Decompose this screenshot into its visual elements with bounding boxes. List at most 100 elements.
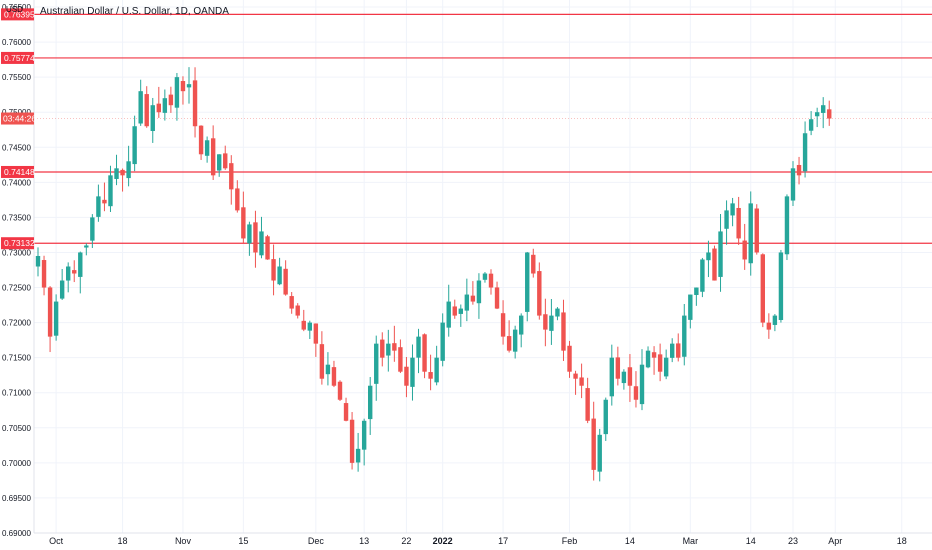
candle-body[interactable] xyxy=(555,308,560,317)
candle-body[interactable] xyxy=(458,308,463,314)
candle-body[interactable] xyxy=(827,109,832,119)
candle-body[interactable] xyxy=(651,352,657,358)
candle-body[interactable] xyxy=(343,403,349,421)
candle-body[interactable] xyxy=(325,364,331,375)
candle-body[interactable] xyxy=(47,287,53,337)
candle-body[interactable] xyxy=(519,315,524,335)
candle-body[interactable] xyxy=(784,196,790,255)
candle-body[interactable] xyxy=(694,287,699,295)
candle-body[interactable] xyxy=(217,154,222,171)
candle-body[interactable] xyxy=(277,266,282,285)
candle-body[interactable] xyxy=(404,366,409,386)
candle-body[interactable] xyxy=(633,386,639,400)
candle-body[interactable] xyxy=(730,203,735,216)
candle-body[interactable] xyxy=(506,336,512,351)
candle-body[interactable] xyxy=(645,350,651,368)
candle-body[interactable] xyxy=(724,210,729,229)
candle-body[interactable] xyxy=(392,343,397,351)
candle-body[interactable] xyxy=(174,77,180,108)
candle-body[interactable] xyxy=(144,94,149,127)
candle-body[interactable] xyxy=(380,339,385,358)
candle-body[interactable] xyxy=(440,322,445,361)
candle-body[interactable] xyxy=(198,125,204,155)
price-axis[interactable]: 0.765000.760000.755000.750000.745000.740… xyxy=(2,3,31,538)
candle-body[interactable] xyxy=(446,301,451,328)
candle-body[interactable] xyxy=(742,240,747,260)
candle-body[interactable] xyxy=(639,364,645,405)
candle-body[interactable] xyxy=(192,80,198,127)
candle-body[interactable] xyxy=(597,434,602,472)
candle-body[interactable] xyxy=(482,273,488,280)
candle-body[interactable] xyxy=(265,236,270,260)
candle-body[interactable] xyxy=(821,105,826,113)
candle-body[interactable] xyxy=(591,418,596,470)
candle-body[interactable] xyxy=(361,420,367,450)
candle-body[interactable] xyxy=(712,248,717,281)
candle-body[interactable] xyxy=(796,164,802,176)
candle-body[interactable] xyxy=(126,161,131,179)
candle-body[interactable] xyxy=(688,294,693,320)
candle-body[interactable] xyxy=(814,112,820,117)
candle-body[interactable] xyxy=(235,188,240,211)
candle-body[interactable] xyxy=(72,270,77,274)
candle-body[interactable] xyxy=(706,252,711,261)
candle-body[interactable] xyxy=(657,354,663,372)
candle-body[interactable] xyxy=(150,105,155,131)
candle-body[interactable] xyxy=(59,280,65,299)
candle-body[interactable] xyxy=(494,287,500,309)
candle-body[interactable] xyxy=(736,207,741,239)
candle-body[interactable] xyxy=(512,329,518,352)
candle-body[interactable] xyxy=(663,357,669,377)
candle-body[interactable] xyxy=(374,343,379,384)
candle-body[interactable] xyxy=(84,245,89,248)
candle-body[interactable] xyxy=(114,168,119,179)
candle-body[interactable] xyxy=(313,323,319,344)
candle-body[interactable] xyxy=(621,371,627,384)
candle-body[interactable] xyxy=(355,448,361,463)
candle-body[interactable] xyxy=(772,315,778,325)
candle-body[interactable] xyxy=(579,377,584,386)
candle-body[interactable] xyxy=(253,222,258,253)
candle-body[interactable] xyxy=(682,315,687,357)
candle-body[interactable] xyxy=(700,259,705,292)
candle-body[interactable] xyxy=(615,357,621,379)
candle-body[interactable] xyxy=(748,203,753,264)
candle-body[interactable] xyxy=(301,320,306,330)
candle-body[interactable] xyxy=(53,301,59,336)
candle-body[interactable] xyxy=(186,84,192,88)
candle-body[interactable] xyxy=(41,260,47,288)
candle-body[interactable] xyxy=(204,140,210,156)
candle-body[interactable] xyxy=(537,271,542,316)
candle-body[interactable] xyxy=(718,231,723,277)
candle-body[interactable] xyxy=(549,315,554,331)
candle-body[interactable] xyxy=(543,314,548,330)
candle-body[interactable] xyxy=(229,163,234,190)
candle-body[interactable] xyxy=(754,208,759,253)
candle-body[interactable] xyxy=(66,266,71,281)
candle-body[interactable] xyxy=(760,254,765,323)
candle-body[interactable] xyxy=(627,367,633,386)
candle-body[interactable] xyxy=(156,103,161,113)
candle-body[interactable] xyxy=(416,336,421,358)
candle-body[interactable] xyxy=(96,196,101,217)
candle-body[interactable] xyxy=(609,357,614,397)
candle-body[interactable] xyxy=(488,273,494,288)
candle-body[interactable] xyxy=(289,296,294,309)
candle-body[interactable] xyxy=(331,367,337,386)
candle-body[interactable] xyxy=(349,419,355,463)
candle-body[interactable] xyxy=(162,98,168,113)
candle-body[interactable] xyxy=(247,224,252,244)
candle-body[interactable] xyxy=(132,126,137,165)
candle-body[interactable] xyxy=(337,381,343,400)
candle-body[interactable] xyxy=(35,255,41,267)
candle-body[interactable] xyxy=(525,252,530,312)
candle-body[interactable] xyxy=(210,138,216,176)
candle-body[interactable] xyxy=(120,169,125,176)
candle-body[interactable] xyxy=(802,133,808,172)
horizontal-levels[interactable] xyxy=(34,13,932,244)
candle-body[interactable] xyxy=(271,259,276,281)
candle-body[interactable] xyxy=(434,357,439,383)
candle-body[interactable] xyxy=(464,294,470,311)
candle-body[interactable] xyxy=(138,91,143,124)
